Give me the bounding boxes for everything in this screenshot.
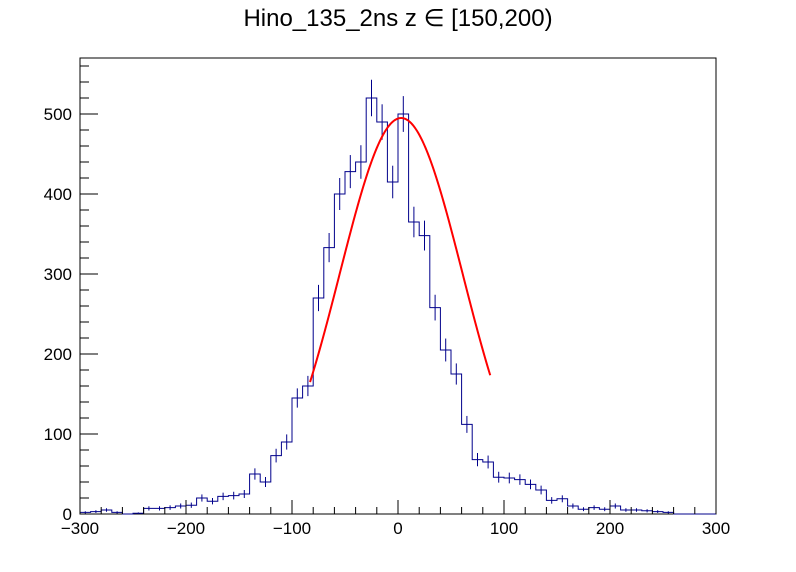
y-tick-label: 400 [44,185,72,204]
chart-title: Hino_135_2ns z ∈ [150,200) [243,5,553,32]
x-tick-label: 0 [393,519,402,538]
x-tick-label: −300 [61,519,99,538]
x-tick-label: 200 [596,519,624,538]
x-tick-label: −100 [273,519,311,538]
y-tick-label: 200 [44,345,72,364]
histogram-outline [79,97,716,515]
x-tick-label: −200 [167,519,205,538]
y-tick-label: 100 [44,425,72,444]
fit-curve [309,116,492,383]
y-tick-label: 500 [44,105,72,124]
y-tick-label: 300 [44,265,72,284]
x-tick-label: 100 [490,519,518,538]
y-tick-label: 0 [63,505,72,524]
x-tick-label: 300 [702,519,730,538]
